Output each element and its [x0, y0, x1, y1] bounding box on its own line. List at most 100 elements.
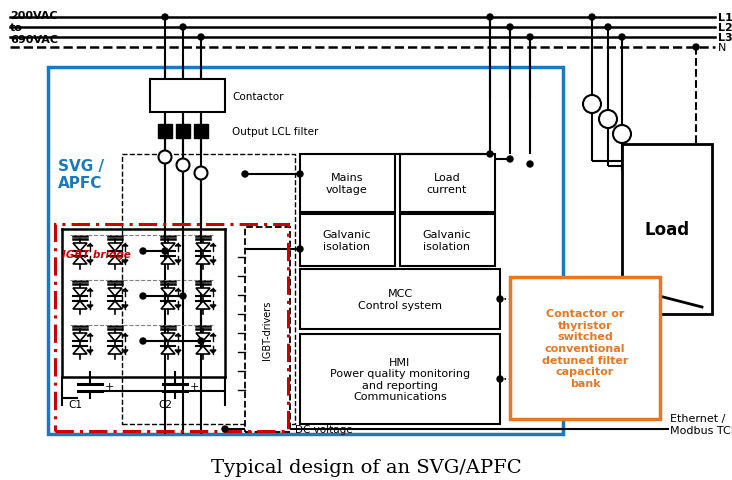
Text: SVG /
APFC: SVG / APFC [58, 158, 104, 191]
Polygon shape [122, 261, 128, 264]
Polygon shape [108, 333, 122, 341]
Circle shape [140, 249, 146, 254]
Circle shape [497, 296, 503, 302]
Text: IGBT bridge: IGBT bridge [62, 250, 131, 260]
Circle shape [297, 247, 303, 252]
Polygon shape [87, 305, 93, 308]
Polygon shape [210, 244, 216, 247]
Circle shape [507, 156, 513, 163]
Circle shape [222, 426, 228, 432]
Text: Load: Load [644, 220, 690, 239]
Circle shape [162, 249, 168, 254]
Text: Output LCL filter: Output LCL filter [232, 127, 318, 137]
Polygon shape [161, 333, 175, 341]
Circle shape [180, 25, 186, 31]
Text: Typical design of an SVG/APFC: Typical design of an SVG/APFC [211, 458, 521, 476]
Circle shape [180, 293, 186, 300]
Polygon shape [122, 334, 128, 336]
Circle shape [159, 151, 171, 164]
Bar [622, 144, 712, 314]
Bar [400, 155, 495, 213]
Bar [245, 228, 290, 432]
Polygon shape [196, 301, 210, 309]
Circle shape [195, 167, 207, 180]
Circle shape [487, 152, 493, 157]
Polygon shape [122, 244, 128, 247]
Text: +: + [190, 381, 199, 391]
Polygon shape [73, 256, 87, 264]
Bar [510, 277, 660, 419]
Polygon shape [161, 346, 175, 354]
Polygon shape [122, 305, 128, 308]
Circle shape [589, 15, 595, 21]
Polygon shape [175, 334, 181, 336]
Polygon shape [210, 305, 216, 308]
Polygon shape [175, 244, 181, 247]
Text: +: + [105, 381, 114, 391]
Text: C2: C2 [158, 399, 172, 409]
Polygon shape [122, 350, 128, 353]
Circle shape [619, 35, 625, 41]
Polygon shape [196, 346, 210, 354]
Polygon shape [196, 333, 210, 341]
Polygon shape [161, 243, 175, 252]
Polygon shape [73, 288, 87, 296]
Polygon shape [73, 333, 87, 341]
Circle shape [583, 96, 601, 114]
Circle shape [297, 172, 303, 178]
Polygon shape [175, 289, 181, 291]
Circle shape [198, 338, 204, 344]
Polygon shape [87, 261, 93, 264]
Circle shape [599, 111, 617, 129]
Bar [300, 334, 500, 424]
Polygon shape [73, 346, 87, 354]
Circle shape [242, 172, 248, 178]
Polygon shape [196, 288, 210, 296]
Text: Load
current: Load current [427, 173, 467, 194]
Polygon shape [87, 334, 93, 336]
Bar [150, 80, 225, 113]
Bar [48, 68, 563, 434]
Bar [400, 215, 495, 266]
Polygon shape [161, 301, 175, 309]
Polygon shape [87, 244, 93, 247]
Polygon shape [108, 243, 122, 252]
Circle shape [605, 25, 611, 31]
Text: MCC
Control system: MCC Control system [358, 288, 442, 310]
Bar [300, 269, 500, 329]
Circle shape [176, 159, 190, 172]
Polygon shape [175, 350, 181, 353]
Polygon shape [108, 301, 122, 309]
Circle shape [507, 25, 513, 31]
Text: DC voltage: DC voltage [295, 424, 353, 434]
Polygon shape [210, 261, 216, 264]
Text: Galvanic
isolation: Galvanic isolation [423, 230, 471, 251]
Text: Contactor or
thyristor
switched
conventional
detuned filter
capacitor
bank: Contactor or thyristor switched conventi… [542, 309, 628, 388]
Circle shape [527, 162, 533, 168]
Bar [300, 155, 395, 213]
Bar [55, 225, 288, 431]
Polygon shape [210, 350, 216, 353]
Polygon shape [87, 350, 93, 353]
Polygon shape [196, 243, 210, 252]
Circle shape [140, 293, 146, 300]
Circle shape [198, 35, 204, 41]
Circle shape [693, 45, 699, 51]
Circle shape [497, 376, 503, 382]
Bar [194, 125, 208, 139]
Polygon shape [122, 289, 128, 291]
Polygon shape [108, 288, 122, 296]
Polygon shape [175, 305, 181, 308]
Text: Mains
voltage: Mains voltage [326, 173, 368, 194]
Polygon shape [108, 346, 122, 354]
Text: 200VAC
to
690VAC: 200VAC to 690VAC [10, 12, 58, 45]
Polygon shape [161, 256, 175, 264]
Circle shape [140, 338, 146, 344]
Circle shape [613, 126, 631, 144]
Circle shape [527, 35, 533, 41]
Text: Galvanic
isolation: Galvanic isolation [323, 230, 371, 251]
Polygon shape [87, 289, 93, 291]
Text: Ethernet /
Modbus TCP: Ethernet / Modbus TCP [670, 413, 732, 435]
Text: L2: L2 [718, 23, 732, 33]
Text: N: N [718, 43, 726, 53]
